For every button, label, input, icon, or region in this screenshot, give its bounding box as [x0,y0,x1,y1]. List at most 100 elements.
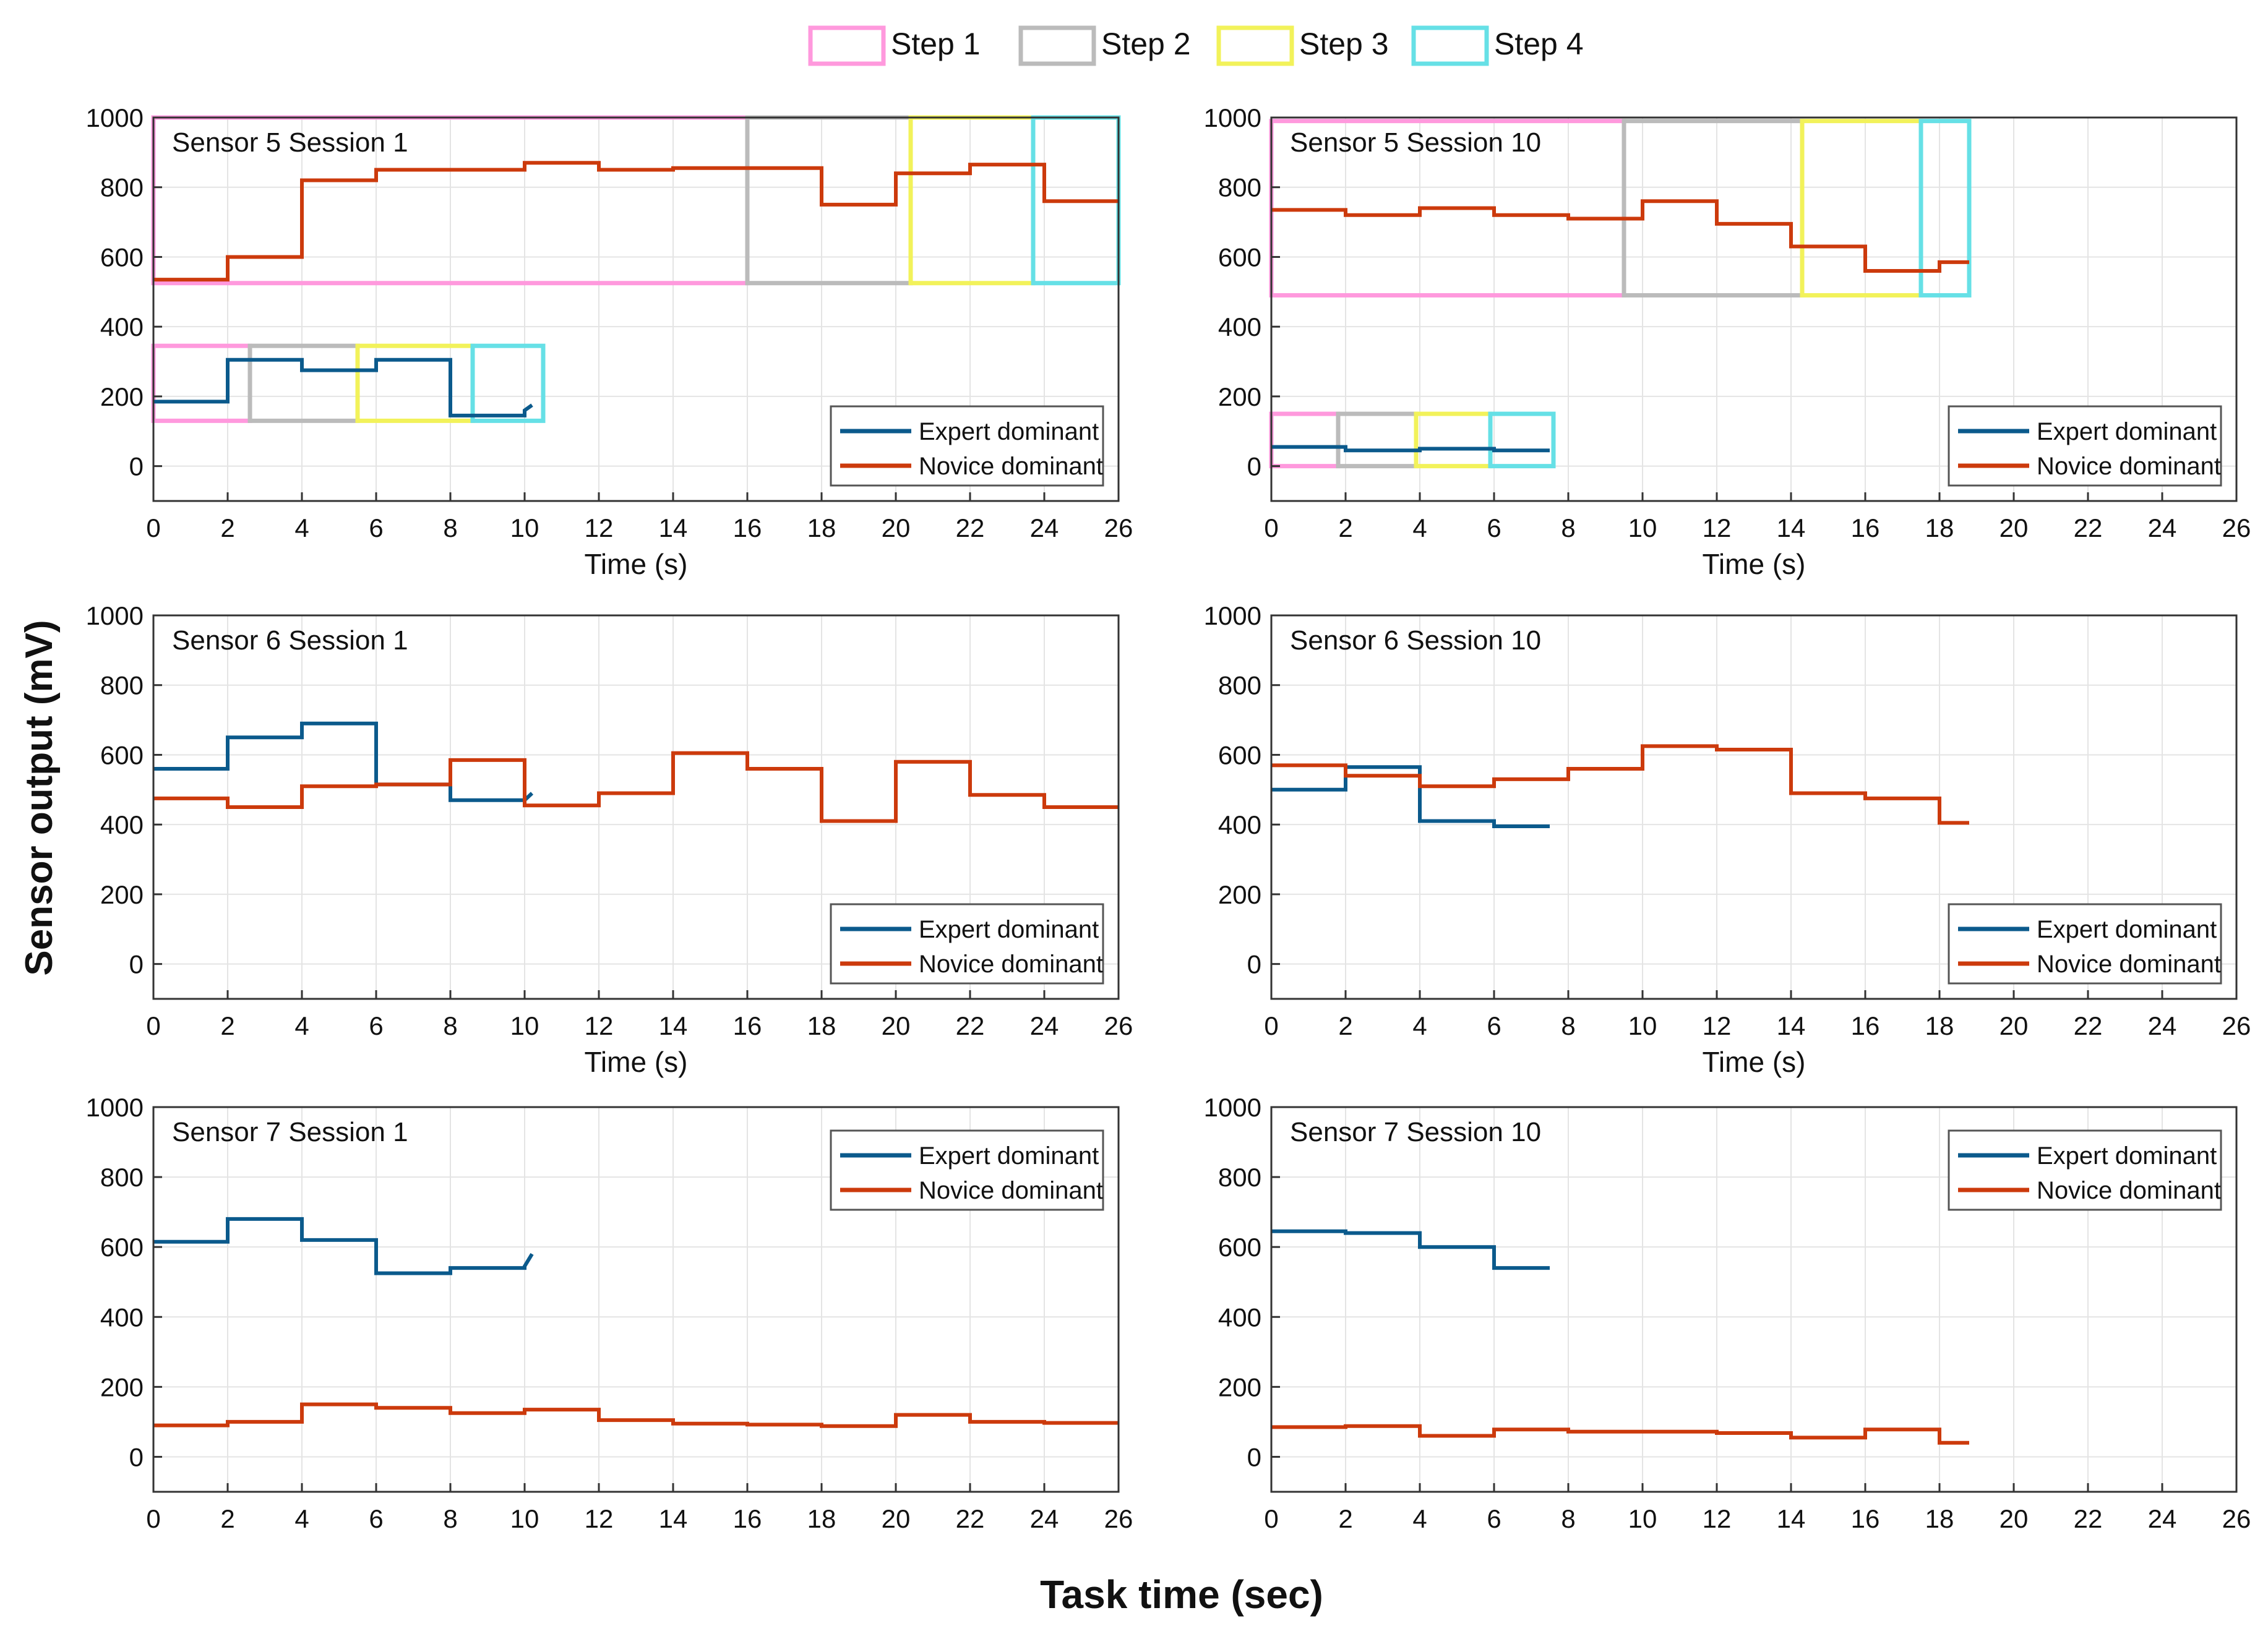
x-tick-label: 4 [1412,1011,1427,1040]
step-box [1488,411,1556,469]
x-tick-label: 2 [1338,1011,1352,1040]
series-legend-label: Novice dominant [2037,453,2221,480]
x-tick-label: 12 [585,1011,614,1040]
x-tick-label: 22 [956,1011,985,1040]
panel-x-axis-label: Time (s) [585,1046,688,1078]
y-tick-label: 800 [1218,1163,1261,1192]
x-tick-label: 2 [220,1011,234,1040]
y-tick-label: 200 [1218,1372,1261,1401]
y-tick-label: 1000 [86,601,144,630]
x-tick-label: 0 [1264,1504,1278,1533]
x-tick-label: 2 [1338,1504,1352,1533]
y-tick-label: 600 [100,1233,144,1262]
x-tick-label: 2 [220,1504,234,1533]
x-tick-label: 22 [2074,1504,2103,1533]
series-legend: Expert dominant Novice dominant [830,903,1104,985]
novice-dominant-line [1271,744,1969,825]
chart-panel: 0 2 4 6 8 10 12 14 16 18 20 22 24 2602004006008001000… [1204,103,2251,580]
step-legend-label: Step 1 [891,27,981,61]
x-tick-label: 16 [733,513,762,542]
x-tick-label: 16 [1851,1011,1880,1040]
x-tick-label: 26 [2222,1504,2251,1533]
series-legend-box [830,903,1104,985]
x-tick-label: 14 [659,513,688,542]
x-tick-label: 16 [733,1011,762,1040]
y-tick-label: 400 [100,312,144,341]
panel-title: Sensor 6 Session 1 [172,625,408,656]
series-legend: Expert dominant Novice dominant [1948,903,2222,985]
y-tick-label: 800 [100,671,144,700]
x-tick-label: 4 [294,1504,309,1533]
x-tick-label: 18 [1925,1504,1954,1533]
y-tick-label: 600 [1218,1233,1261,1262]
novice-dominant-line [153,1402,1119,1428]
series-legend-box [830,1129,1104,1211]
axes-frame [152,116,1120,502]
x-tick-label: 12 [1703,1504,1732,1533]
panel-x-axis-label: Time (s) [585,548,688,580]
x-tick-label: 26 [2222,1011,2251,1040]
series-legend: Expert dominant Novice dominant [830,405,1104,487]
series-legend-box [830,405,1104,487]
step-legend-label: Step 2 [1101,27,1191,61]
step-legend-swatch [1018,25,1096,66]
x-tick-label: 10 [510,1011,539,1040]
panel-title: Sensor 7 Session 1 [172,1117,408,1147]
x-tick-label: 0 [146,1504,160,1533]
series-legend-label: Expert dominant [2037,916,2217,943]
x-tick-label: 18 [1925,513,1954,542]
x-tick-label: 26 [1104,1011,1133,1040]
y-tick-label: 200 [1218,880,1261,909]
expert-dominant-line [1271,1229,1550,1270]
x-tick-label: 6 [1487,1504,1501,1533]
x-tick-label: 0 [146,513,160,542]
x-tick-label: 6 [369,1504,383,1533]
x-tick-label: 24 [2148,1504,2177,1533]
y-tick-label: 600 [100,242,144,272]
y-tick-label: 800 [1218,173,1261,202]
chart-panel: 0 2 4 6 8 10 12 14 16 18 20 22 24 2602004006008001000… [86,103,1133,580]
series-legend-label: Novice dominant [919,951,1103,978]
x-tick-label: 6 [1487,513,1501,542]
x-tick-label: 22 [2074,1011,2103,1040]
x-tick-label: 14 [1777,1011,1806,1040]
y-tick-label: 800 [100,173,144,202]
y-tick-label: 1000 [86,103,144,132]
novice-dominant-line [153,161,1119,282]
x-tick-label: 10 [1628,513,1657,542]
x-tick-label: 26 [2222,513,2251,542]
y-tick-label: 0 [129,1442,144,1471]
expert-dominant-line [153,1217,534,1275]
series-legend: Expert dominant Novice dominant [830,1129,1104,1211]
expert-dominant-line [153,357,533,417]
x-tick-label: 14 [659,1011,688,1040]
axes-frame [152,1106,1120,1493]
panel-title: Sensor 5 Session 10 [1290,127,1541,158]
panel-x-axis-label: Time (s) [1703,1046,1806,1078]
series-legend-label: Expert dominant [2037,1142,2217,1170]
x-tick-label: 24 [1030,513,1059,542]
expert-dominant-line [1271,765,1550,828]
series-legend-label: Novice dominant [2037,951,2221,978]
x-tick-label: 22 [2074,513,2103,542]
axes-frame [1270,1106,2238,1493]
x-tick-label: 18 [807,1011,836,1040]
x-tick-label: 24 [2148,513,2177,542]
x-tick-label: 10 [1628,1504,1657,1533]
axes-frame [152,614,1120,1000]
series-legend-label: Novice dominant [2037,1177,2221,1204]
series-legend-label: Expert dominant [2037,418,2217,445]
x-tick-label: 8 [1561,513,1575,542]
step-legend: Step 1 Step 2 Step 3 Step 4 [808,25,1584,66]
step-box [470,343,546,423]
x-tick-label: 18 [807,1504,836,1533]
series-legend-label: Novice dominant [919,1177,1103,1204]
panel-title: Sensor 5 Session 1 [172,127,408,158]
x-tick-label: 8 [1561,1504,1575,1533]
step-legend-swatch [808,25,886,66]
step-legend-swatch [1216,25,1294,66]
figure-y-axis-label: Sensor output (mV) [18,620,61,975]
x-tick-label: 8 [443,513,457,542]
step-legend-swatch [1411,25,1489,66]
